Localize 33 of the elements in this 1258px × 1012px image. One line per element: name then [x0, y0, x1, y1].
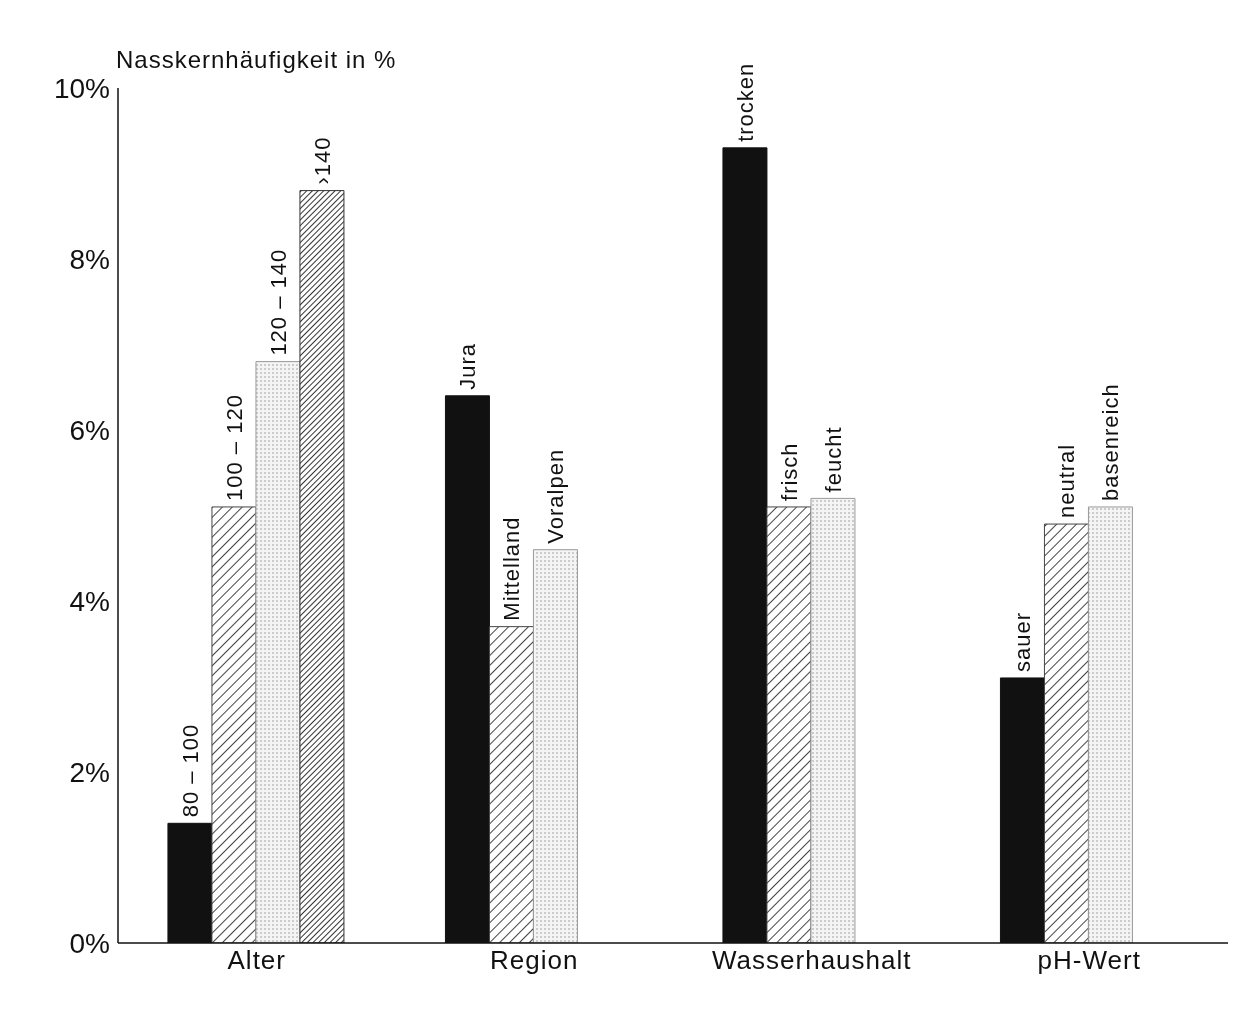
annotation: ›140: [309, 136, 335, 185]
y-tick-label: 6%: [69, 414, 110, 446]
annotation: frisch: [776, 442, 802, 501]
x-tick-label: Alter: [227, 945, 286, 976]
bar: [488, 626, 534, 943]
bar: [299, 190, 345, 943]
annotation: feucht: [820, 426, 846, 493]
x-tick-label: Wasserhaushalt: [712, 945, 912, 976]
annotation: 120 – 140: [265, 248, 291, 356]
bar: [1043, 523, 1089, 943]
annotation: 80 – 100: [177, 723, 203, 818]
bar: [211, 506, 257, 943]
annotation: 100 – 120: [221, 394, 247, 501]
bar: [1087, 506, 1133, 943]
annotation: Mittelland: [499, 516, 525, 621]
y-tick-label: 0%: [69, 927, 110, 959]
annotation: sauer: [1010, 611, 1036, 672]
bar: [810, 497, 856, 943]
annotation: Voralpen: [543, 448, 569, 544]
x-tick-label: Region: [490, 945, 579, 976]
annotation: neutral: [1054, 443, 1080, 519]
y-tick-label: 8%: [69, 243, 110, 275]
annotation: Jura: [455, 343, 481, 390]
annotation: basenreich: [1098, 383, 1124, 501]
y-axis-title: Nasskernhäufigkeit in %: [116, 46, 397, 74]
y-tick-label: 4%: [69, 585, 110, 617]
y-tick-label: 2%: [69, 756, 110, 788]
bar: [766, 506, 812, 943]
bar: [532, 549, 578, 943]
annotation: trocken: [732, 62, 758, 142]
bar: [255, 361, 301, 943]
y-tick-label: 10%: [53, 72, 110, 104]
x-tick-label: pH-Wert: [1037, 945, 1141, 976]
